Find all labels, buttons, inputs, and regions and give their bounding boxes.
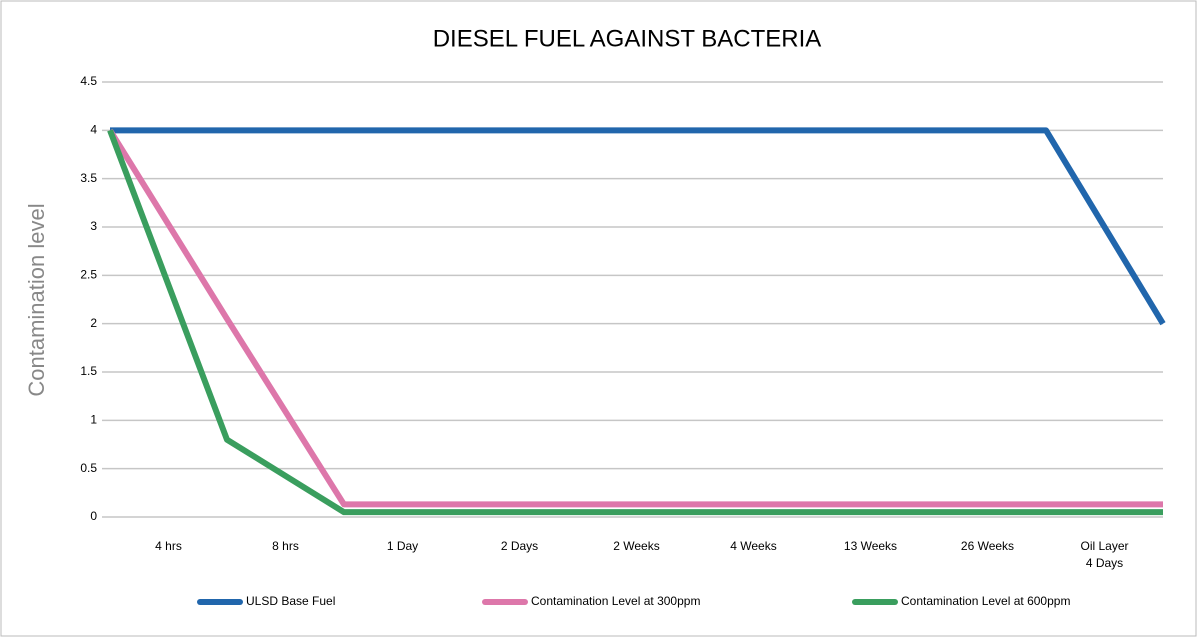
chart-title: DIESEL FUEL AGAINST BACTERIA bbox=[433, 25, 822, 52]
x-tick-label: 26 Weeks bbox=[961, 539, 1014, 553]
legend-label: Contamination Level at 600ppm bbox=[901, 594, 1070, 608]
y-tick-label: 1.5 bbox=[80, 364, 97, 378]
series-line bbox=[107, 129, 1163, 516]
y-tick-label: 1 bbox=[90, 413, 97, 427]
x-tick-label: 2 Weeks bbox=[613, 539, 659, 553]
x-tick-label: 13 Weeks bbox=[844, 539, 897, 553]
y-tick-label: 2 bbox=[90, 316, 97, 330]
x-tick-label: Oil Layer 4 Days bbox=[1080, 539, 1128, 570]
y-axis-label: Contamination level bbox=[24, 203, 49, 396]
y-tick-label: 0.5 bbox=[80, 461, 97, 475]
y-tick-label: 4.5 bbox=[80, 74, 97, 88]
legend-label: ULSD Base Fuel bbox=[246, 594, 335, 608]
y-tick-label: 3 bbox=[90, 219, 97, 233]
x-tick-label: 8 hrs bbox=[272, 539, 299, 553]
series-line bbox=[107, 128, 1163, 508]
x-tick-label: 2 Days bbox=[501, 539, 538, 553]
series-line bbox=[110, 127, 1166, 326]
y-tick-label: 3.5 bbox=[80, 171, 97, 185]
x-tick-label: 4 hrs bbox=[155, 539, 182, 553]
x-tick-label: 1 Day bbox=[387, 539, 418, 553]
y-tick-label: 4 bbox=[90, 123, 97, 137]
y-tick-label: 0 bbox=[90, 509, 97, 523]
y-tick-label: 2.5 bbox=[80, 268, 97, 282]
x-tick-label: 4 Weeks bbox=[730, 539, 776, 553]
legend-label: Contamination Level at 300ppm bbox=[531, 594, 700, 608]
